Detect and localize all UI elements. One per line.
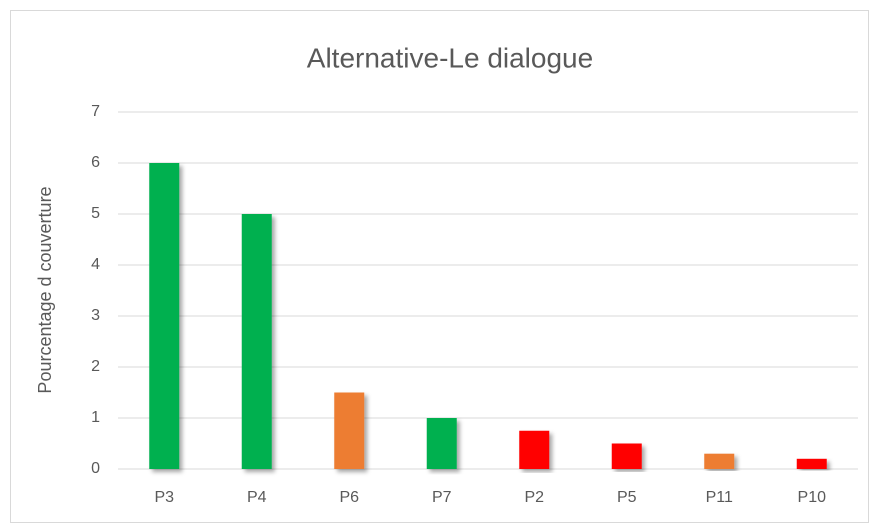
- x-tick-label: P11: [706, 489, 733, 506]
- x-tick-label: P7: [432, 489, 452, 506]
- bar: [426, 418, 457, 469]
- bar: [611, 443, 642, 469]
- bar: [519, 430, 550, 469]
- bar: [704, 453, 735, 469]
- y-tick-label: 1: [91, 409, 100, 426]
- y-tick-label: 3: [91, 307, 100, 324]
- y-tick-label: 5: [91, 205, 100, 222]
- bar: [149, 163, 180, 469]
- bar: [796, 458, 827, 469]
- bar: [241, 214, 272, 469]
- x-tick-label: P2: [524, 489, 544, 506]
- chart-title: Alternative-Le dialogue: [307, 42, 593, 73]
- x-tick-label: P4: [247, 489, 267, 506]
- y-tick-label: 4: [91, 256, 100, 273]
- y-tick-label: 7: [91, 103, 100, 120]
- y-tick-label: 0: [91, 460, 100, 477]
- x-tick-label: P3: [154, 489, 174, 506]
- x-tick-label: P10: [798, 489, 827, 506]
- y-tick-label: 2: [91, 358, 100, 375]
- bar: [334, 392, 365, 469]
- y-tick-label: 6: [91, 154, 100, 171]
- x-tick-label: P5: [617, 489, 637, 506]
- x-tick-label: P6: [339, 489, 359, 506]
- y-axis-label: Pourcentage d couverture: [35, 186, 55, 393]
